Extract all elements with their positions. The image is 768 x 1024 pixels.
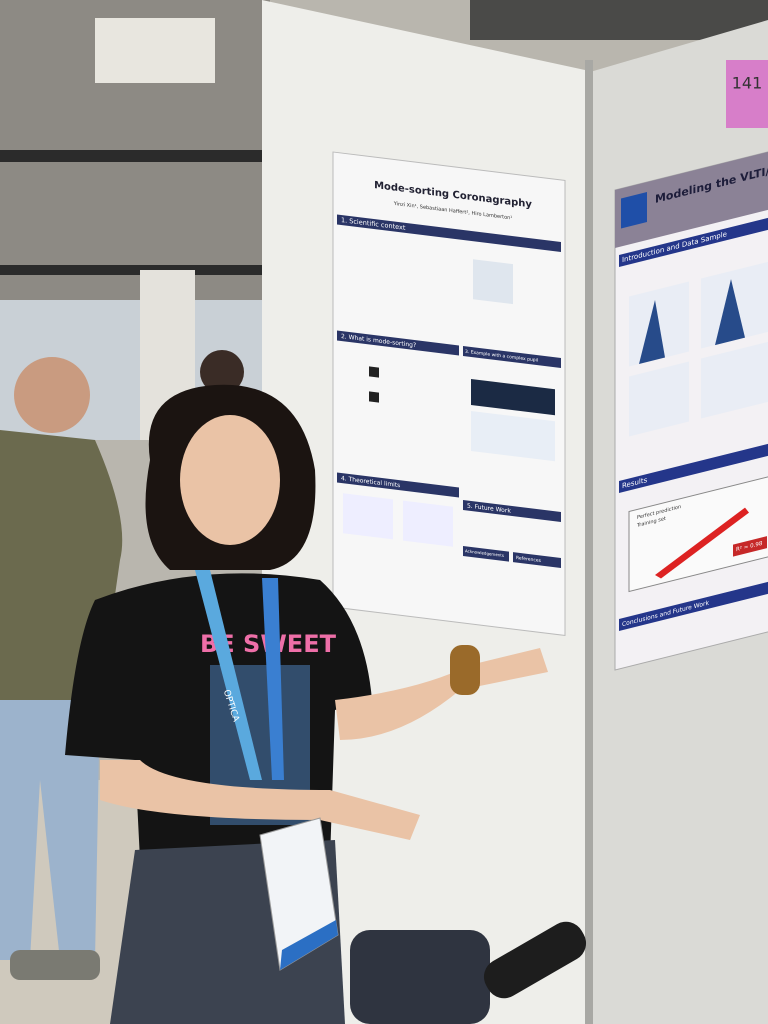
figure: [471, 378, 555, 416]
poster-tube: [483, 921, 587, 999]
board-frame: [585, 60, 593, 1024]
section-bar: [619, 442, 768, 494]
section-bar: [463, 545, 509, 562]
board-number: 141: [732, 74, 763, 93]
logo: [621, 192, 647, 229]
face: [180, 415, 280, 545]
scrunchie: [450, 645, 480, 695]
ceiling-right: [470, 0, 768, 40]
section-bar: [513, 552, 561, 568]
section-heading: References: [516, 555, 542, 564]
section-bar: [337, 214, 561, 252]
histogram-bars: [639, 300, 665, 365]
scatter-cloud: [655, 507, 749, 579]
beam: [0, 150, 270, 162]
poster-header: [615, 150, 768, 248]
head: [14, 357, 90, 433]
section-heading: Acknowledgements: [465, 548, 504, 558]
right-poster: Modeling the VLTI/ Introduction and Data…: [614, 149, 768, 671]
section-bar: [463, 499, 561, 522]
jeans: [0, 700, 100, 960]
ceiling-light: [95, 18, 215, 83]
scatter-plot: [628, 475, 768, 593]
figure: [403, 500, 453, 547]
lanyard: [195, 570, 262, 780]
section-bar: [463, 345, 561, 368]
beam: [0, 265, 270, 275]
section-bar: [337, 472, 459, 498]
section-bar: [337, 330, 459, 356]
figure: [471, 410, 555, 462]
shoe: [10, 950, 100, 980]
arm: [100, 760, 420, 840]
head: [200, 350, 244, 394]
section-bar: [619, 216, 768, 268]
figure: [369, 391, 379, 403]
histogram: [629, 361, 689, 437]
section-bar: [619, 580, 768, 632]
backpack: [350, 930, 490, 1024]
left-poster: Mode-sorting Coronagraphy Yinzi Xin¹, Se…: [332, 151, 566, 637]
number-card: [726, 60, 768, 128]
score-box: [733, 536, 767, 557]
figure: [369, 366, 379, 378]
histogram-bars: [715, 279, 745, 346]
lanyard: [262, 578, 284, 780]
arm: [335, 648, 548, 740]
figure: [473, 259, 513, 305]
histogram: [701, 341, 768, 419]
badge-stripe: [280, 920, 338, 970]
figure: [343, 493, 393, 540]
